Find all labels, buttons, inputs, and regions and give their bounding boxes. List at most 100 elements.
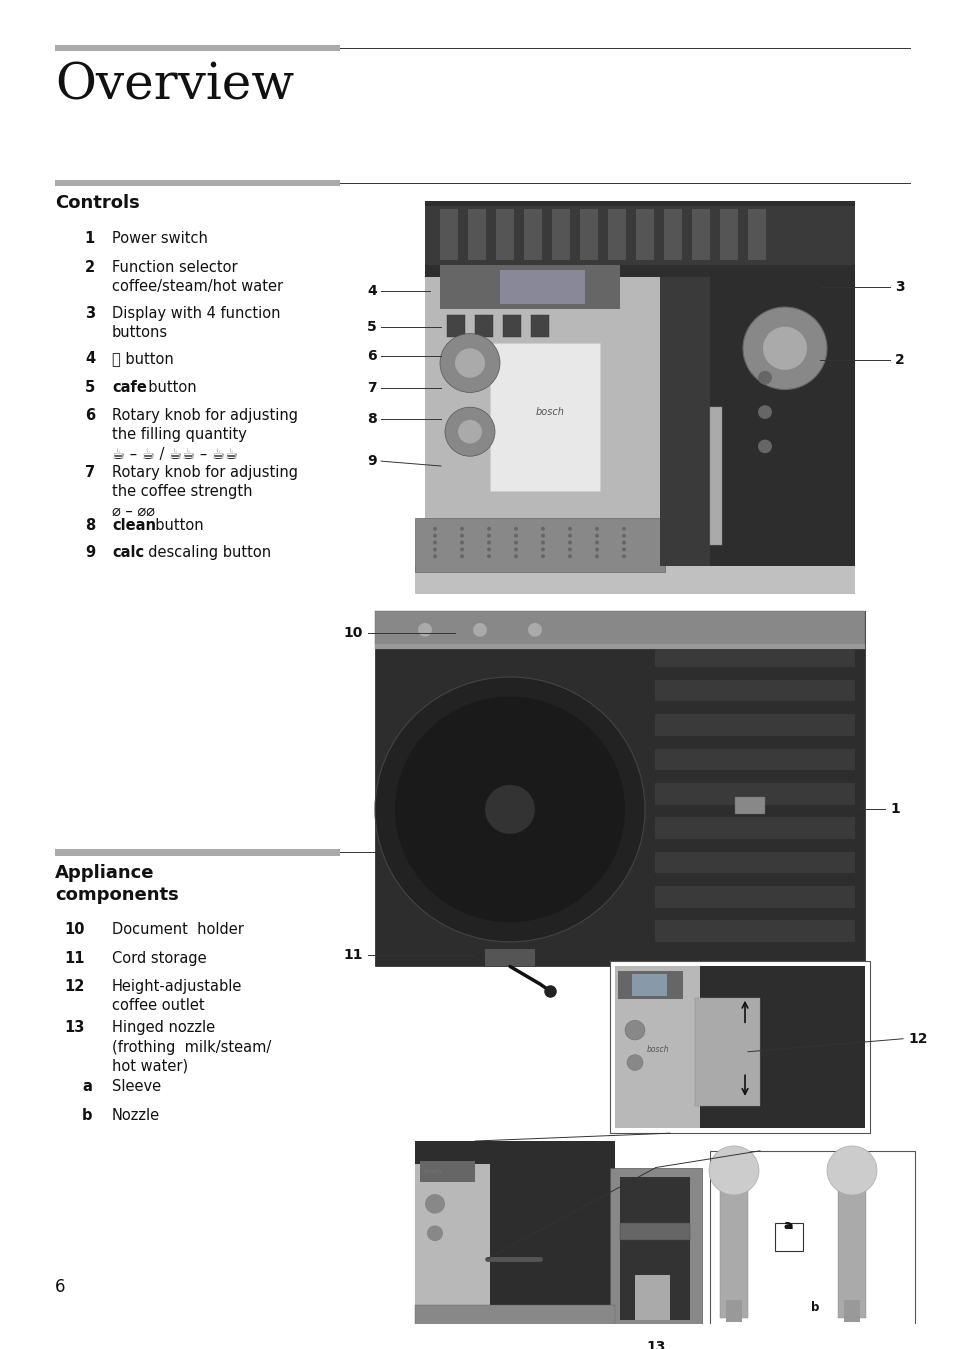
Bar [531,314,548,336]
Bar [484,948,535,966]
Bar [655,920,854,942]
Text: 2: 2 [85,260,95,275]
Circle shape [433,534,436,538]
Circle shape [595,548,598,552]
Text: 8: 8 [367,411,376,426]
Text: 9: 9 [85,545,95,560]
Text: Hinged nozzle
(frothing  milk/steam/
hot water): Hinged nozzle (frothing milk/steam/ hot … [112,1020,271,1074]
Text: Overview: Overview [55,61,294,111]
Circle shape [473,623,486,637]
Text: a: a [82,1079,91,1094]
Bar [684,301,854,567]
Bar [415,1164,490,1307]
Bar [55,850,339,855]
Bar [655,782,854,804]
Text: 6: 6 [85,409,95,424]
Text: Rotary knob for adjusting
the filling quantity
☕ – ☕ / ☕☕ – ☕☕: Rotary knob for adjusting the filling qu… [112,409,297,461]
Text: bosch: bosch [646,1045,669,1055]
Bar [475,314,493,336]
Bar [615,966,700,1128]
Bar [415,1141,615,1307]
Circle shape [624,1020,644,1040]
Text: Appliance
components: Appliance components [55,865,178,904]
Text: 11: 11 [65,951,85,966]
Text: a: a [784,1221,792,1230]
Circle shape [595,527,598,530]
Text: 3: 3 [85,306,95,321]
Circle shape [540,527,544,530]
Text: Document  holder: Document holder [112,923,244,938]
Bar [609,1167,701,1329]
Text: 10: 10 [343,626,363,639]
Circle shape [484,785,535,834]
Circle shape [540,554,544,558]
Text: Rotary knob for adjusting
the coffee strength
⌀ – ⌀⌀: Rotary knob for adjusting the coffee str… [112,465,297,518]
Text: 11: 11 [343,947,363,962]
Circle shape [567,548,572,552]
Bar [720,209,738,260]
Circle shape [433,554,436,558]
Text: Height-adjustable
coffee outlet: Height-adjustable coffee outlet [112,979,242,1013]
Bar [636,209,654,260]
Circle shape [621,548,625,552]
Bar [655,646,854,668]
Circle shape [459,534,463,538]
Text: bosch: bosch [422,1170,441,1174]
Text: 3: 3 [894,281,903,294]
Circle shape [567,541,572,545]
Circle shape [621,541,625,545]
Circle shape [439,333,499,393]
Circle shape [540,541,544,545]
Circle shape [595,534,598,538]
Bar [55,45,339,51]
Text: ⏻ button: ⏻ button [112,351,173,366]
Bar [734,797,764,815]
Bar [619,1222,689,1240]
Circle shape [527,623,541,637]
Text: b: b [810,1302,819,1314]
Circle shape [459,548,463,552]
Bar [837,1174,865,1318]
Text: cafe: cafe [112,379,147,395]
Bar [468,209,485,260]
Circle shape [758,405,771,420]
Bar [635,1275,669,1319]
Text: 1: 1 [85,231,95,246]
Circle shape [567,534,572,538]
Circle shape [826,1145,876,1195]
Circle shape [514,534,517,538]
Circle shape [486,554,491,558]
Bar [424,201,854,567]
Text: a: a [783,1219,791,1233]
Bar [659,277,709,567]
Text: 12: 12 [65,979,85,994]
Bar [615,966,864,1128]
Bar [691,209,709,260]
Circle shape [621,527,625,530]
Bar [490,344,599,491]
Bar [439,209,457,260]
Text: Nozzle: Nozzle [112,1108,160,1122]
Circle shape [514,527,517,530]
Bar [663,209,681,260]
Circle shape [626,1055,642,1070]
Circle shape [375,677,644,942]
Circle shape [708,1145,759,1195]
Text: 7: 7 [367,380,376,394]
Bar [607,209,625,260]
Bar [709,1151,914,1329]
Bar [415,1304,615,1329]
Text: 4: 4 [85,351,95,366]
Circle shape [762,326,806,370]
Circle shape [486,527,491,530]
Circle shape [486,534,491,538]
Text: Controls: Controls [55,194,139,212]
Bar [655,714,854,735]
Bar [655,749,854,770]
Bar [709,407,721,545]
Circle shape [595,554,598,558]
Circle shape [758,371,771,384]
Circle shape [455,348,484,378]
Text: 13: 13 [645,1340,665,1349]
Circle shape [621,554,625,558]
